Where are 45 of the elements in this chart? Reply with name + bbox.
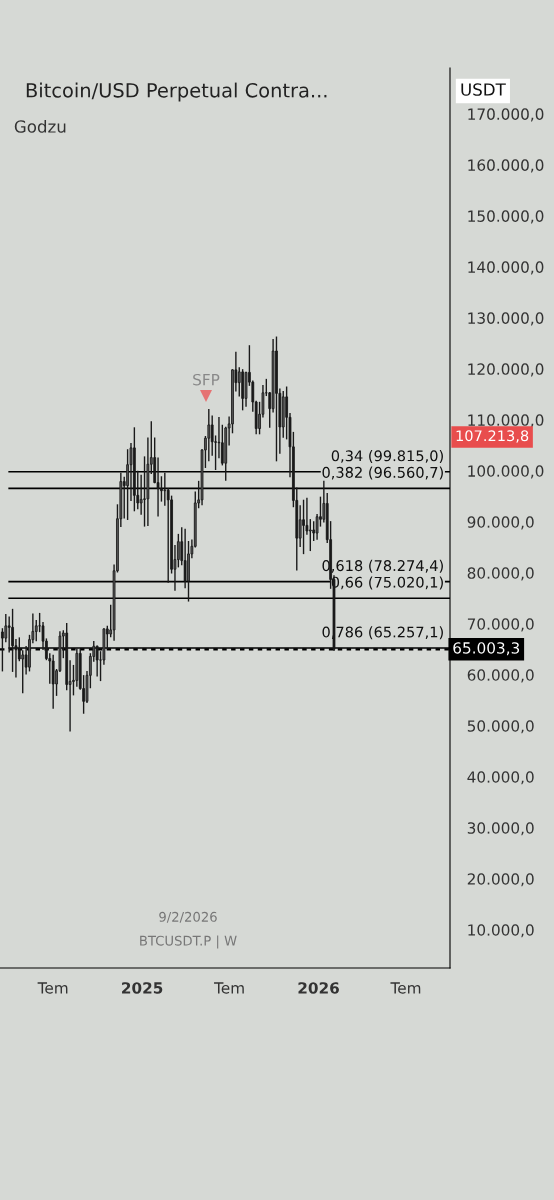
annotation: BTCUSDT.P | W bbox=[140, 935, 237, 949]
candlestick bbox=[132, 427, 136, 512]
candlestick bbox=[95, 645, 99, 677]
x-tick-label: Tem bbox=[214, 982, 244, 994]
candlestick bbox=[275, 336, 278, 462]
text: 107.213,8 bbox=[456, 430, 529, 443]
text: USDT bbox=[461, 83, 506, 96]
candlestick bbox=[237, 367, 241, 397]
candlestick bbox=[156, 457, 160, 517]
y-tick-label: 90.000,0 bbox=[467, 516, 534, 530]
candlestick bbox=[51, 654, 55, 709]
x-tick-label: Tem bbox=[37, 982, 68, 994]
candlestick bbox=[183, 528, 187, 589]
y-tick-label: 20.000,0 bbox=[467, 873, 534, 887]
text: Bitcoin/USD Perpetual Contra... bbox=[26, 82, 327, 102]
candlestick bbox=[143, 456, 146, 527]
y-tick-label: 60.000,0 bbox=[467, 669, 534, 683]
candlestick bbox=[21, 650, 25, 694]
ref-line-label: 65.003,3 bbox=[453, 642, 520, 656]
y-tick-label: 120.000,0 bbox=[468, 363, 544, 377]
y-tick-label: 50.000,0 bbox=[467, 720, 534, 734]
text: Godzu bbox=[14, 119, 66, 133]
y-tick-label: 140.000,0 bbox=[468, 261, 544, 275]
y-tick-label: 70.000,0 bbox=[467, 618, 534, 632]
y-tick-label: 150.000,0 bbox=[468, 210, 544, 224]
y-tick-label: 170.000,0 bbox=[468, 108, 544, 122]
y-tick-label: 40.000,0 bbox=[467, 771, 534, 785]
y-tick-label: 10.000,0 bbox=[468, 924, 534, 938]
candlestick bbox=[308, 519, 312, 552]
annotation: 9/2/2026 bbox=[159, 911, 217, 923]
candlestick bbox=[302, 499, 305, 555]
ref-line-label: 0,382 (96.560,7) bbox=[322, 466, 443, 480]
ref-line-label: 0,34 (99.815,0) bbox=[331, 450, 443, 464]
x-tick-label: Tem bbox=[390, 982, 421, 994]
candlestick bbox=[163, 472, 167, 506]
y-tick-label: 130.000,0 bbox=[468, 312, 544, 326]
y-tick-label: 160.000,0 bbox=[468, 159, 544, 173]
candlestick bbox=[1, 628, 4, 672]
y-tick-label: 80.000,0 bbox=[467, 567, 534, 581]
y-tick-label: 100.000,0 bbox=[468, 465, 544, 479]
y-tick-label: 30.000,0 bbox=[467, 822, 534, 836]
annotation: SFP bbox=[193, 373, 220, 386]
y-tick-label: 110.000,0 bbox=[468, 414, 544, 428]
x-tick-label: 2026 bbox=[298, 982, 339, 994]
x-tick-label: 2025 bbox=[122, 982, 163, 994]
